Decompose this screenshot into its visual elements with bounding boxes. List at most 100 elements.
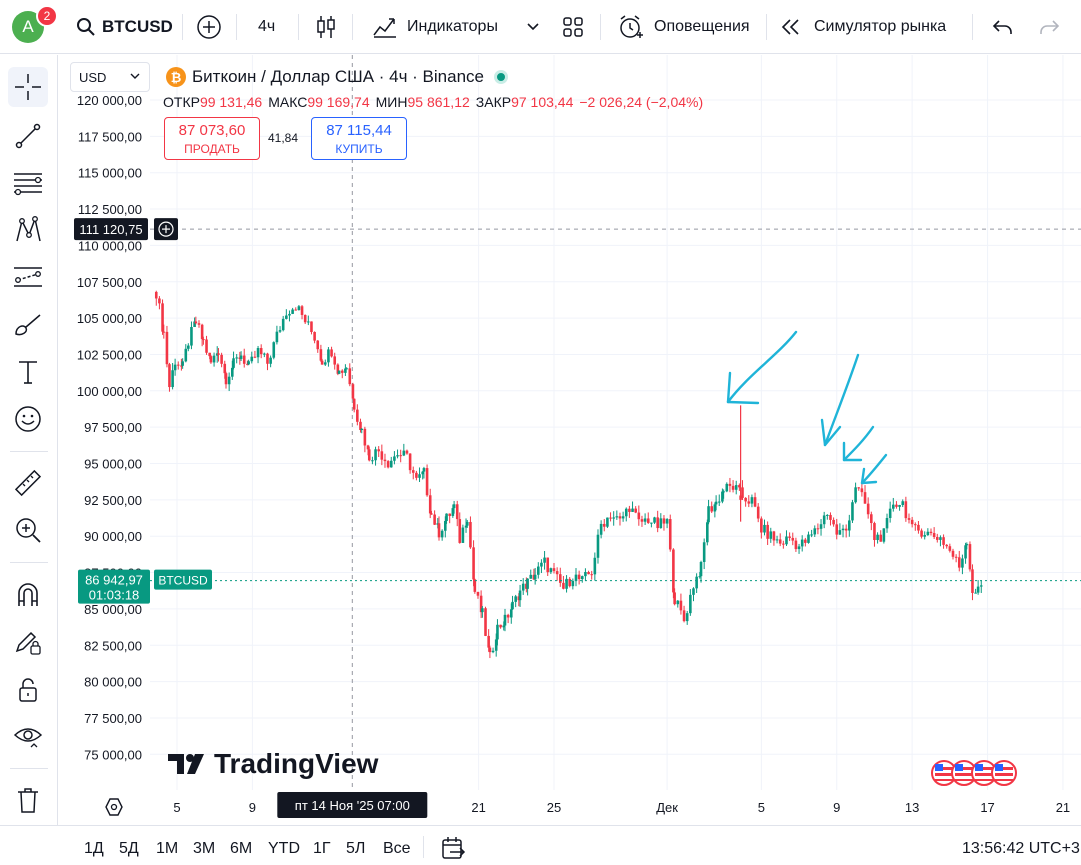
pattern-icon bbox=[16, 216, 41, 242]
candle-body bbox=[428, 495, 432, 514]
toolbar-divider bbox=[10, 768, 48, 769]
chevron-down-icon bbox=[527, 23, 539, 31]
candle-body bbox=[320, 360, 324, 365]
interval-button[interactable]: 4ч bbox=[258, 13, 275, 41]
range-3m[interactable]: 3М bbox=[193, 840, 216, 857]
lock-drawing-tool[interactable] bbox=[8, 622, 48, 662]
currency-select[interactable]: USD bbox=[70, 62, 150, 92]
high-value: 99 169,74 bbox=[307, 94, 370, 110]
symbol-description: Биткоин / Доллар США · 4ч · Binance bbox=[192, 67, 484, 86]
magnet-tool[interactable] bbox=[8, 575, 48, 615]
range-6m[interactable]: 6М bbox=[230, 840, 253, 857]
candle-body bbox=[256, 348, 260, 358]
candle-body bbox=[574, 574, 578, 581]
zoom-tool[interactable] bbox=[8, 510, 48, 550]
fib-tool[interactable] bbox=[8, 163, 48, 203]
candle-body bbox=[481, 608, 484, 613]
candle-body bbox=[898, 505, 901, 507]
candle-body bbox=[851, 502, 854, 521]
candle-body bbox=[587, 572, 590, 575]
range-all[interactable]: Все bbox=[383, 840, 411, 857]
toolbar-divider bbox=[766, 14, 767, 40]
range-1d[interactable]: 1Д bbox=[84, 840, 104, 857]
text-tool[interactable] bbox=[8, 352, 48, 392]
symbol-search-button[interactable]: BTCUSD bbox=[76, 13, 173, 41]
candle-body bbox=[910, 519, 914, 525]
legend-title[interactable]: ₿ Биткоин / Доллар США · 4ч · Binance bbox=[166, 66, 508, 88]
candle-body bbox=[668, 519, 672, 550]
candle-body bbox=[217, 353, 220, 355]
forecast-tool[interactable] bbox=[8, 257, 48, 297]
emoji-tool[interactable] bbox=[8, 399, 48, 439]
candle-body bbox=[689, 594, 692, 614]
alerts-button[interactable]: Оповещения bbox=[618, 13, 750, 41]
time-axis-label: 9 bbox=[833, 800, 840, 815]
go-to-date-button[interactable] bbox=[440, 835, 466, 865]
plus-circle-icon bbox=[197, 15, 221, 39]
candle-body bbox=[437, 523, 441, 538]
timezone-clock[interactable]: 13:56:42 UTC+3 bbox=[962, 840, 1080, 857]
undo-icon bbox=[992, 20, 1012, 34]
candle-body bbox=[421, 471, 424, 475]
price-axis-label: 100 000,00 bbox=[77, 384, 142, 399]
close-label: ЗАКР bbox=[475, 94, 512, 110]
candle-body bbox=[710, 506, 714, 512]
candle-body bbox=[725, 483, 729, 492]
candle-body bbox=[596, 534, 600, 558]
candle-body bbox=[330, 349, 333, 357]
price-chart[interactable]: 120 000,00 117 500,00 115 000,00 112 500,00… bbox=[58, 55, 1081, 825]
chart-type-button[interactable] bbox=[314, 13, 338, 41]
candle-body bbox=[558, 574, 562, 583]
countdown-value: 01:03:18 bbox=[89, 588, 140, 603]
candle-body bbox=[484, 608, 487, 636]
candle-body bbox=[964, 545, 967, 559]
layout-button[interactable] bbox=[562, 13, 584, 41]
pattern-tool[interactable] bbox=[8, 210, 48, 250]
time-axis[interactable]: 5 9 21 25 Дек 5 9 13 17 21 bbox=[105, 798, 1070, 816]
crosshair-tool[interactable] bbox=[8, 67, 48, 107]
undo-button[interactable] bbox=[992, 13, 1014, 41]
candle-body bbox=[536, 566, 540, 575]
range-5d[interactable]: 5Д bbox=[119, 840, 139, 857]
candle-body bbox=[791, 537, 795, 541]
range-5y[interactable]: 5Л bbox=[346, 840, 366, 857]
replay-button[interactable]: Симулятор рынка bbox=[780, 13, 946, 41]
templates-dropdown[interactable] bbox=[526, 13, 540, 41]
search-icon bbox=[77, 18, 95, 36]
redo-button[interactable] bbox=[1038, 13, 1060, 41]
economic-events[interactable] bbox=[930, 758, 1018, 788]
hide-drawings-tool[interactable] bbox=[8, 716, 48, 756]
candle-body bbox=[529, 574, 533, 579]
candle-body bbox=[452, 504, 456, 509]
indicators-button[interactable]: Индикаторы bbox=[372, 13, 498, 41]
candle-body bbox=[800, 539, 804, 547]
candle-body bbox=[448, 513, 451, 516]
delete-drawings-tool[interactable] bbox=[8, 780, 48, 820]
candle-body bbox=[612, 517, 615, 519]
range-1m[interactable]: 1М bbox=[156, 840, 179, 857]
compare-symbol-button[interactable] bbox=[196, 13, 222, 41]
candle-body bbox=[458, 519, 462, 543]
range-ytd[interactable]: YTD bbox=[268, 840, 300, 857]
candle-body bbox=[932, 533, 936, 538]
candle-body bbox=[239, 355, 243, 359]
high-label: МАКС bbox=[268, 94, 308, 110]
range-1y[interactable]: 1Г bbox=[313, 840, 331, 857]
candle-body bbox=[848, 520, 851, 531]
price-axis[interactable]: 120 000,00 117 500,00 115 000,00 112 500,00… bbox=[77, 93, 142, 762]
trend-line-tool[interactable] bbox=[8, 116, 48, 156]
price-axis-label: 75 000,00 bbox=[84, 747, 142, 762]
price-axis-label: 107 500,00 bbox=[77, 275, 142, 290]
lock-all-tool[interactable] bbox=[8, 670, 48, 710]
sell-label: ПРОДАТЬ bbox=[184, 142, 240, 156]
candle-body bbox=[772, 531, 776, 541]
measure-tool[interactable] bbox=[8, 463, 48, 503]
candle-body bbox=[194, 321, 198, 324]
candle-body bbox=[665, 519, 669, 524]
sell-button[interactable]: 87 073,60 ПРОДАТЬ bbox=[164, 117, 260, 160]
buy-button[interactable]: 87 115,44 КУПИТЬ bbox=[311, 117, 407, 160]
spread-value: 41,84 bbox=[268, 131, 299, 145]
candle-body bbox=[205, 339, 208, 353]
brush-tool[interactable] bbox=[8, 305, 48, 345]
